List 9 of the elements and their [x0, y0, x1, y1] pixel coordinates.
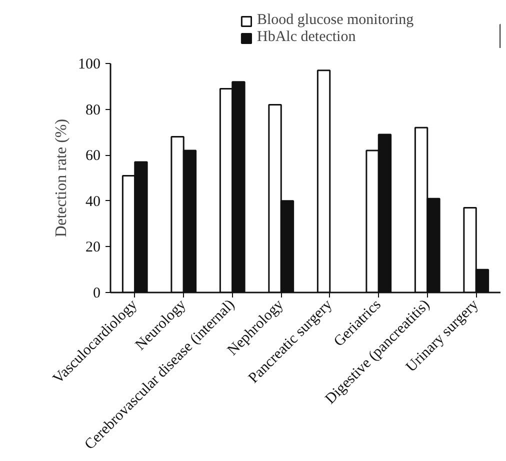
legend-label: HbAlc detection [257, 29, 356, 46]
y-tick-label: 0 [93, 286, 100, 302]
y-tick-label: 80 [86, 102, 100, 118]
legend-label: Blood glucose monitoring [257, 12, 414, 29]
y-axis-title: Detection rate (%) [53, 118, 70, 238]
y-tick-label: 60 [86, 148, 100, 164]
y-tick-label: 100 [78, 56, 100, 72]
y-tick-label: 40 [86, 194, 100, 210]
y-tick-label: 20 [86, 240, 100, 256]
